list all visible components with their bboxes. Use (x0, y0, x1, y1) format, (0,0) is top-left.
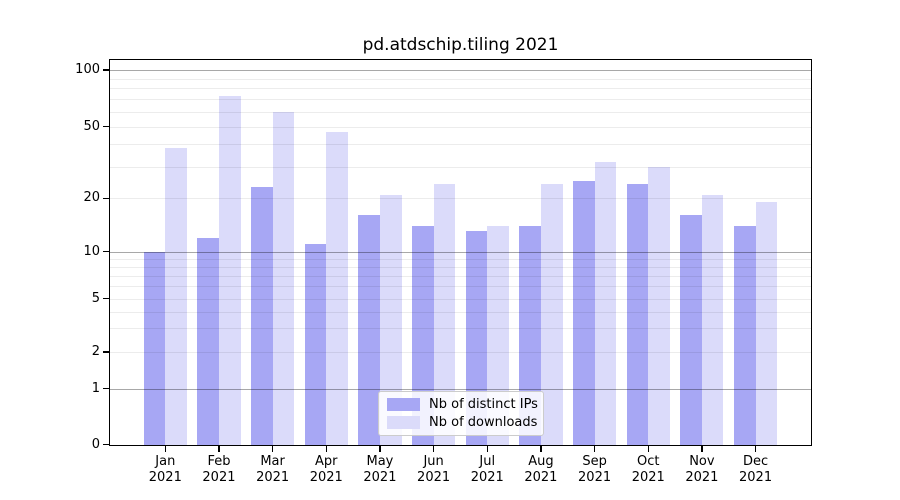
x-tick-label-aug: Aug 2021 (524, 454, 558, 485)
x-tick-label-may: May 2021 (363, 454, 397, 485)
y-tick-label-10: 10 (83, 243, 100, 259)
x-tick-sep (593, 444, 596, 452)
bar-downloads-jul (487, 225, 509, 445)
bar-downloads-dec (755, 202, 778, 445)
gridline-minor-30 (110, 166, 811, 168)
legend-entry-downloads: Nb of downloads (387, 414, 538, 430)
bar-distinct-ips-aug (519, 225, 541, 445)
gridline-major-1 (110, 388, 811, 390)
y-tick-2 (103, 351, 110, 353)
bar-downloads-nov (701, 194, 724, 445)
x-tick-label-jul: Jul 2021 (470, 454, 504, 485)
gridline-minor-70 (110, 99, 811, 101)
x-tick-label-jun: Jun 2021 (417, 454, 451, 485)
x-tick-label-oct: Oct 2021 (631, 454, 665, 485)
legend-swatch-downloads (387, 415, 420, 429)
x-tick-jan (164, 444, 166, 452)
x-tick-dec (754, 444, 757, 452)
y-tick-label-1: 1 (91, 380, 100, 396)
gridline-minor-80 (110, 88, 811, 90)
bar-distinct-ips-jan (143, 251, 166, 445)
x-tick-jun (432, 444, 435, 452)
gridline-minor-40 (110, 144, 811, 146)
gridline-minor-60 (110, 111, 811, 113)
x-tick-jul (486, 444, 488, 452)
x-tick-feb (218, 444, 220, 452)
bar-distinct-ips-oct (626, 184, 649, 445)
bar-distinct-ips-jun (412, 225, 434, 445)
x-tick-mar (271, 444, 274, 452)
x-tick-label-jan: Jan 2021 (148, 454, 182, 485)
legend-label-distinct-ips: Nb of distinct IPs (429, 396, 538, 412)
legend-swatch-distinct-ips (387, 397, 420, 411)
x-tick-oct (647, 444, 649, 452)
y-tick-0 (103, 443, 110, 446)
gridline-major-100 (110, 70, 811, 71)
bar-downloads-jun (433, 184, 456, 445)
x-tick-aug (540, 444, 542, 452)
y-tick-50 (103, 126, 110, 128)
x-tick-label-nov: Nov 2021 (685, 454, 719, 485)
gridline-minor-3 (110, 328, 811, 330)
x-tick-nov (701, 444, 703, 452)
gridline-minor-6 (110, 286, 811, 288)
y-tick-100 (103, 69, 110, 71)
bar-downloads-aug (540, 184, 563, 445)
bar-distinct-ips-sep (572, 180, 595, 445)
x-tick-apr (325, 444, 327, 452)
y-tick-1 (103, 387, 110, 390)
bar-downloads-may (379, 194, 402, 445)
bar-distinct-ips-feb (197, 237, 219, 445)
legend: Nb of distinct IPs Nb of downloads (378, 390, 544, 436)
y-tick-20 (103, 197, 110, 199)
gridline-minor-4 (110, 311, 811, 313)
gridline-minor-5 (110, 298, 811, 300)
y-tick-label-5: 5 (91, 290, 100, 306)
bar-downloads-mar (272, 111, 295, 445)
x-tick-label-dec: Dec 2021 (739, 454, 773, 485)
bar-downloads-sep (594, 161, 617, 445)
gridline-minor-20 (110, 198, 811, 200)
gridline-minor-2 (110, 352, 811, 353)
chart-title: pd.atdschip.tiling 2021 (362, 35, 559, 55)
y-tick-10 (103, 250, 110, 253)
plot-area: Nb of distinct IPs Nb of downloads 0 1 2 5 1… (75, 59, 812, 485)
bar-distinct-ips-dec (733, 225, 756, 445)
y-tick-label-2: 2 (91, 344, 100, 359)
bar-distinct-ips-apr (304, 244, 327, 445)
bar-distinct-ips-mar (251, 187, 273, 445)
gridline-minor-7 (110, 275, 811, 277)
y-tick-label-100: 100 (75, 62, 100, 77)
x-tick-label-mar: Mar 2021 (256, 454, 290, 485)
bar-downloads-oct (648, 166, 670, 445)
bar-downloads-apr (326, 131, 348, 445)
gridline-major-10 (110, 251, 811, 253)
legend-entry-distinct-ips: Nb of distinct IPs (387, 396, 538, 412)
x-tick-label-feb: Feb 2021 (202, 454, 236, 485)
x-tick-may (379, 444, 381, 452)
x-tick-label-sep: Sep 2021 (578, 454, 612, 485)
gridline-minor-90 (110, 78, 811, 80)
y-tick-label-50: 50 (83, 118, 100, 134)
bar-distinct-ips-nov (680, 215, 702, 445)
gridline-minor-50 (110, 126, 811, 128)
gridline-minor-8 (110, 266, 811, 268)
legend-label-downloads: Nb of downloads (429, 414, 538, 430)
bar-distinct-ips-may (358, 215, 380, 445)
y-tick-5 (103, 297, 110, 300)
x-tick-label-apr: Apr 2021 (309, 454, 343, 485)
y-tick-label-0: 0 (91, 436, 100, 452)
bar-downloads-jan (165, 148, 187, 445)
gridline-minor-9 (110, 258, 811, 260)
bar-downloads-feb (218, 95, 241, 445)
y-tick-label-20: 20 (83, 190, 100, 206)
